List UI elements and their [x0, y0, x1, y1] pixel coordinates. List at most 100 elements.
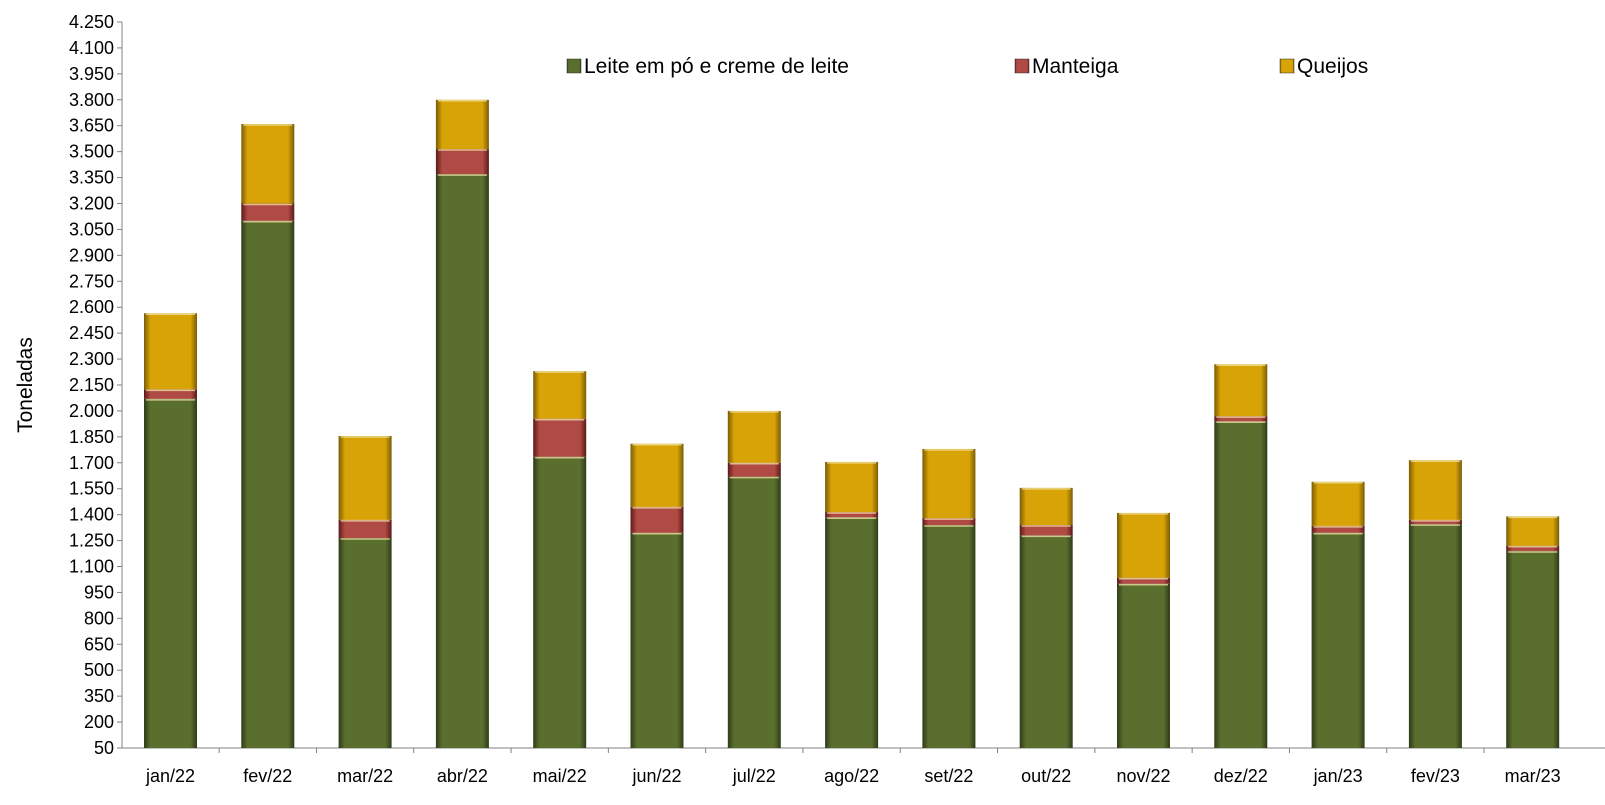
- y-tick-label: 2.900: [69, 245, 114, 265]
- bar-queijos-jan-23: [1311, 481, 1365, 526]
- bar-manteiga-jul-22: [727, 462, 781, 477]
- bar-queijos-out-22: [1019, 487, 1073, 526]
- bar-manteiga-nov-22: [1117, 577, 1170, 584]
- bar-manteiga-abr-22: [435, 149, 489, 175]
- x-tick-label: abr/22: [437, 766, 488, 786]
- x-tick-label: mai/22: [533, 766, 587, 786]
- legend-label: Queijos: [1297, 55, 1368, 78]
- bar-queijos-mar-22: [338, 435, 392, 520]
- x-tick-label: ago/22: [824, 766, 879, 786]
- bar-manteiga-fev-23: [1408, 519, 1462, 525]
- bar-manteiga-dez-22: [1214, 416, 1268, 422]
- y-tick-label: 4.100: [69, 38, 114, 58]
- y-tick-label: 3.800: [69, 90, 114, 110]
- bar-stack: [533, 371, 587, 748]
- bar-leite-jan-23: [1311, 532, 1365, 748]
- bar-queijos-fev-23: [1408, 460, 1462, 520]
- y-tick-label: 4.250: [69, 12, 114, 32]
- bar-leite-mar-23: [1506, 550, 1560, 748]
- bar-leite-set-22: [922, 525, 976, 748]
- legend-label: Manteiga: [1032, 55, 1119, 78]
- y-tick-label: 1.400: [69, 505, 114, 525]
- x-tick-label: fev/22: [243, 766, 292, 786]
- bar-manteiga-jun-22: [630, 506, 684, 533]
- y-tick-label: 1.100: [69, 557, 114, 577]
- bar-leite-ago-22: [825, 517, 879, 748]
- legend-entry: Queijos: [1279, 55, 1368, 78]
- legend-label: Leite em pó e creme de leite: [584, 55, 849, 78]
- x-tick-label: mar/23: [1505, 766, 1561, 786]
- y-tick-label: 1.700: [69, 453, 114, 473]
- y-axis-title: Toneladas: [14, 337, 37, 433]
- bar-stack: [1506, 516, 1560, 748]
- y-tick-label: 950: [84, 582, 114, 602]
- y-tick-label: 1.250: [69, 531, 114, 551]
- bar-leite-jul-22: [727, 476, 781, 748]
- y-tick-label: 2.600: [69, 297, 114, 317]
- bar-queijos-ago-22: [825, 461, 879, 513]
- x-tick-label: out/22: [1021, 766, 1071, 786]
- y-tick-label: 800: [84, 608, 114, 628]
- bar-leite-nov-22: [1117, 583, 1170, 748]
- bar-stack: [435, 99, 489, 749]
- x-tick-label: jul/22: [732, 766, 776, 786]
- x-tick-label: jan/22: [145, 766, 195, 786]
- bar-manteiga-out-22: [1019, 525, 1073, 536]
- bar-leite-jan-22: [144, 398, 197, 748]
- bar-leite-mar-22: [338, 537, 392, 748]
- y-tick-label: 500: [84, 660, 114, 680]
- y-tick-label: 3.050: [69, 219, 114, 239]
- bar-manteiga-ago-22: [825, 512, 879, 518]
- bar-queijos-nov-22: [1117, 512, 1170, 578]
- y-tick-label: 2.000: [69, 401, 114, 421]
- y-tick-label: 350: [84, 686, 114, 706]
- bar-stack: [630, 443, 684, 748]
- bar-leite-mai-22: [533, 456, 587, 748]
- bar-stack: [727, 410, 781, 748]
- bar-stack: [1019, 487, 1073, 748]
- bar-stack: [144, 313, 197, 748]
- x-tick-label: nov/22: [1116, 766, 1170, 786]
- x-tick-label: jun/22: [631, 766, 681, 786]
- bar-queijos-abr-22: [435, 99, 489, 150]
- y-tick-label: 200: [84, 712, 114, 732]
- bar-manteiga-jan-23: [1311, 525, 1365, 533]
- legend-swatch: [566, 58, 582, 74]
- bar-stack: [1408, 460, 1462, 748]
- bar-queijos-mai-22: [533, 371, 587, 419]
- bar-queijos-mar-23: [1506, 516, 1560, 546]
- y-tick-label: 2.450: [69, 323, 114, 343]
- legend-swatch: [1279, 58, 1295, 74]
- legend-entry: Leite em pó e creme de leite: [566, 55, 849, 78]
- bar-stack: [1214, 364, 1268, 748]
- bar-queijos-jun-22: [630, 443, 684, 507]
- bar-manteiga-jan-22: [144, 389, 197, 399]
- bar-queijos-fev-22: [241, 123, 295, 204]
- y-tick-label: 2.750: [69, 271, 114, 291]
- x-tick-label: set/22: [924, 766, 973, 786]
- bar-leite-abr-22: [435, 174, 489, 749]
- bar-leite-fev-23: [1408, 524, 1462, 748]
- x-tick-label: jan/23: [1313, 766, 1363, 786]
- y-tick-label: 3.500: [69, 142, 114, 162]
- y-tick-label: 2.150: [69, 375, 114, 395]
- bar-queijos-jan-22: [144, 313, 197, 390]
- y-tick-label: 3.350: [69, 168, 114, 188]
- bar-stack: [1117, 512, 1170, 748]
- bar-manteiga-mar-22: [338, 519, 392, 538]
- y-tick-label: 1.850: [69, 427, 114, 447]
- bar-manteiga-fev-22: [241, 203, 295, 221]
- bar-queijos-dez-22: [1214, 364, 1268, 417]
- bar-leite-out-22: [1019, 535, 1073, 748]
- bar-manteiga-set-22: [922, 518, 976, 526]
- y-tick-label: 3.200: [69, 194, 114, 214]
- y-tick-label: 650: [84, 634, 114, 654]
- y-tick-label: 1.550: [69, 479, 114, 499]
- y-tick-label: 2.300: [69, 349, 114, 369]
- x-tick-label: mar/22: [337, 766, 393, 786]
- x-tick-label: dez/22: [1214, 766, 1268, 786]
- y-tick-label: 3.650: [69, 116, 114, 136]
- bar-stack: [825, 461, 879, 748]
- x-tick-label: fev/23: [1411, 766, 1460, 786]
